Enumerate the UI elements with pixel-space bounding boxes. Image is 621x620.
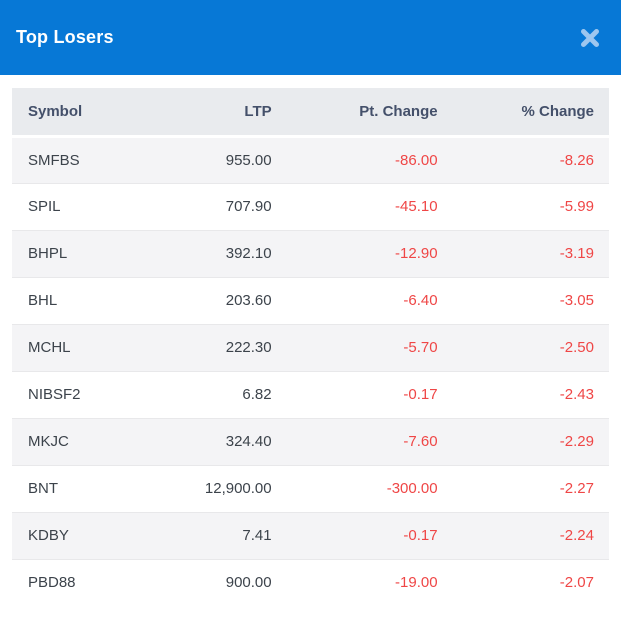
pt-change-cell: -7.60 — [283, 417, 450, 465]
pct-change-cell: -2.50 — [449, 323, 609, 371]
ltp-cell: 6.82 — [182, 370, 284, 418]
table-row: SMFBS 955.00 -86.00 -8.26 — [12, 136, 609, 183]
pt-change-cell: -12.90 — [283, 229, 450, 277]
pt-change-cell: -0.17 — [283, 370, 450, 418]
table-row: BHPL 392.10 -12.90 -3.19 — [12, 229, 609, 277]
table-row: MCHL 222.30 -5.70 -2.50 — [12, 323, 609, 371]
col-header-pct-change: % Change — [449, 88, 609, 138]
table-row: NIBSF2 6.82 -0.17 -2.43 — [12, 370, 609, 418]
modal-header: Top Losers — [0, 0, 621, 75]
symbol-cell: SPIL — [12, 182, 183, 230]
ltp-cell: 707.90 — [182, 182, 284, 230]
pct-change-cell: -3.19 — [449, 229, 609, 277]
close-button[interactable] — [579, 27, 601, 49]
pct-change-cell: -2.29 — [449, 417, 609, 465]
table-row: BNT 12,900.00 -300.00 -2.27 — [12, 464, 609, 512]
pt-change-cell: -0.17 — [283, 511, 450, 559]
pt-change-cell: -86.00 — [395, 151, 438, 169]
table-row: KDBY 7.41 -0.17 -2.24 — [12, 511, 609, 559]
col-header-pt-change: Pt. Change — [283, 88, 450, 138]
ltp-cell: 324.40 — [182, 417, 284, 465]
ltp-cell: 203.60 — [182, 276, 284, 324]
symbol-cell: SMFBS — [28, 151, 80, 169]
pct-change-cell: -2.24 — [449, 511, 609, 559]
col-header-ltp: LTP — [182, 88, 284, 138]
pt-change-cell: -5.70 — [283, 323, 450, 371]
ltp-cell: 7.41 — [182, 511, 284, 559]
pct-change-cell: -2.27 — [449, 464, 609, 512]
pct-change-cell: -8.26 — [559, 151, 594, 169]
pt-change-cell: -45.10 — [283, 182, 450, 230]
pct-change-cell: -5.99 — [449, 182, 609, 230]
symbol-cell: KDBY — [12, 511, 183, 559]
top-losers-table-container: Symbol LTP Pt. Change % Change SMFBS 955.… — [12, 88, 609, 606]
table-body: SMFBS 955.00 -86.00 -8.26 SPIL 707.90 -45.10 -5… — [12, 136, 609, 606]
symbol-cell: MCHL — [12, 323, 183, 371]
symbol-cell: BHL — [12, 276, 183, 324]
symbol-cell: PBD88 — [12, 558, 183, 606]
table-row: SPIL 707.90 -45.10 -5.99 — [12, 182, 609, 230]
pct-change-cell: -2.07 — [449, 558, 609, 606]
pct-change-cell: -2.43 — [449, 370, 609, 418]
ltp-cell: 955.00 — [225, 151, 272, 169]
pt-change-cell: -19.00 — [283, 558, 450, 606]
symbol-cell: BNT — [12, 464, 183, 512]
pt-change-cell: -300.00 — [283, 464, 450, 512]
table-row: PBD88 900.00 -19.00 -2.07 — [12, 558, 609, 606]
table-header-row: Symbol LTP Pt. Change % Change — [12, 88, 609, 138]
close-icon — [579, 27, 601, 49]
col-header-symbol: Symbol — [12, 88, 183, 138]
table-row: MKJC 324.40 -7.60 -2.29 — [12, 417, 609, 465]
ltp-cell: 12,900.00 — [182, 464, 284, 512]
ltp-cell: 222.30 — [182, 323, 284, 371]
top-losers-table: Symbol LTP Pt. Change % Change SMFBS 955.… — [12, 88, 609, 606]
table-row: BHL 203.60 -6.40 -3.05 — [12, 276, 609, 324]
pct-change-cell: -3.05 — [449, 276, 609, 324]
symbol-cell: NIBSF2 — [12, 370, 183, 418]
pt-change-cell: -6.40 — [283, 276, 450, 324]
symbol-cell: MKJC — [12, 417, 183, 465]
ltp-cell: 900.00 — [182, 558, 284, 606]
ltp-cell: 392.10 — [182, 229, 284, 277]
symbol-cell: BHPL — [12, 229, 183, 277]
top-losers-modal: Top Losers Symbol LTP Pt. Change % Chang… — [0, 0, 621, 606]
modal-title: Top Losers — [16, 27, 114, 47]
